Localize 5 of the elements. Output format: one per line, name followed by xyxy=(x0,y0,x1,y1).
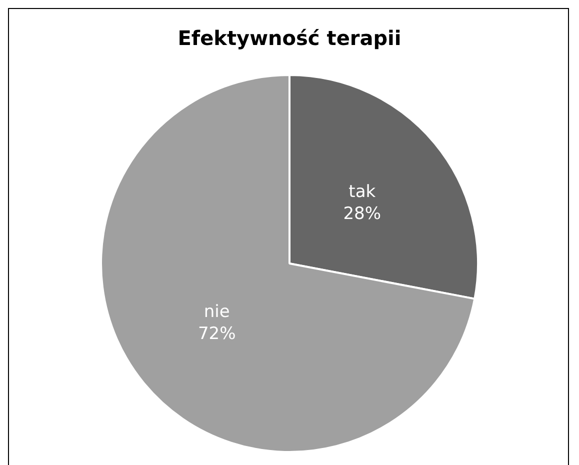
chart-title: Efektywność terapii xyxy=(178,26,402,50)
data-label: 28% xyxy=(343,204,382,224)
slice-label: tak xyxy=(348,182,376,202)
slice-label: nie xyxy=(204,302,230,322)
data-label: 72% xyxy=(198,324,236,344)
